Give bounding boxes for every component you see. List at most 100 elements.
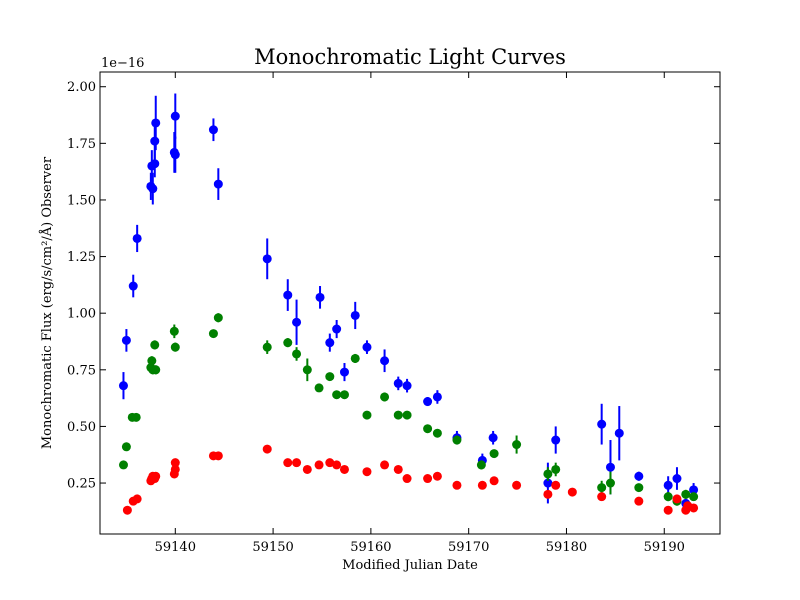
data-point xyxy=(314,460,324,470)
data-point xyxy=(121,335,131,345)
data-point xyxy=(597,483,607,493)
data-point xyxy=(452,480,462,490)
data-point xyxy=(151,365,161,375)
data-point xyxy=(402,474,412,484)
data-point xyxy=(170,111,180,121)
x-axis-label: Modified Julian Date xyxy=(342,558,478,573)
data-point xyxy=(663,492,673,502)
data-point xyxy=(634,483,644,493)
data-point xyxy=(283,458,293,468)
data-point xyxy=(393,410,403,420)
y-tick-label: 1.00 xyxy=(67,307,96,322)
data-point xyxy=(432,471,442,481)
data-point xyxy=(292,317,302,327)
data-point xyxy=(543,489,553,499)
data-point xyxy=(213,451,223,461)
data-point xyxy=(128,281,138,291)
data-point xyxy=(393,464,403,474)
data-point xyxy=(350,310,360,320)
data-point xyxy=(672,494,682,504)
data-point xyxy=(302,365,312,375)
data-point xyxy=(118,381,128,391)
data-point xyxy=(151,118,161,128)
chart-title: Monochromatic Light Curves xyxy=(254,45,566,69)
data-point xyxy=(543,469,553,479)
data-point xyxy=(283,290,293,300)
data-point xyxy=(489,476,499,486)
data-point xyxy=(325,372,335,382)
data-point xyxy=(339,464,349,474)
data-point xyxy=(362,467,372,477)
data-point xyxy=(432,392,442,402)
series-group-1 xyxy=(118,313,699,506)
data-point xyxy=(148,184,158,194)
data-point xyxy=(339,367,349,377)
data-point xyxy=(402,381,412,391)
data-point xyxy=(332,390,342,400)
data-point xyxy=(283,338,293,348)
data-point xyxy=(689,492,699,502)
data-point xyxy=(332,460,342,470)
data-point xyxy=(292,349,302,359)
data-point xyxy=(512,440,522,450)
data-point xyxy=(314,383,324,393)
data-point xyxy=(132,233,142,243)
series-group-2 xyxy=(122,444,699,515)
x-tick-label: 59170 xyxy=(448,540,489,555)
y-tick-label: 1.75 xyxy=(67,137,96,152)
data-point xyxy=(332,324,342,334)
data-point xyxy=(605,462,615,472)
data-point xyxy=(325,458,335,468)
data-point xyxy=(452,435,462,445)
data-point xyxy=(262,254,272,264)
y-tick-label: 0.50 xyxy=(67,420,96,435)
data-point xyxy=(605,478,615,488)
data-point xyxy=(213,179,223,189)
data-point xyxy=(325,338,335,348)
data-point xyxy=(634,496,644,506)
series-group-0 xyxy=(118,93,699,508)
data-point xyxy=(423,424,433,434)
data-point xyxy=(213,313,223,323)
data-point xyxy=(551,464,561,474)
data-point xyxy=(262,342,272,352)
data-point xyxy=(432,428,442,438)
data-point xyxy=(681,489,691,499)
data-point xyxy=(477,480,487,490)
data-point xyxy=(663,480,673,490)
data-point xyxy=(597,492,607,502)
data-point xyxy=(551,480,561,490)
data-point xyxy=(380,356,390,366)
y-tick-label: 1.50 xyxy=(67,193,96,208)
data-point xyxy=(122,505,132,515)
data-point xyxy=(292,458,302,468)
data-point xyxy=(512,480,522,490)
data-point xyxy=(551,435,561,445)
x-tick-label: 59140 xyxy=(155,540,196,555)
data-point xyxy=(170,464,180,474)
data-point xyxy=(634,471,644,481)
data-point xyxy=(689,485,699,495)
y-tick-label: 1.25 xyxy=(67,250,96,265)
tick-layer: 59140 59150 59160 59170 59180 59190 0.25 0.50 0.… xyxy=(67,72,720,555)
data-point xyxy=(402,410,412,420)
x-tick-label: 59190 xyxy=(644,540,685,555)
y-tick-label: 0.25 xyxy=(67,477,96,492)
data-point xyxy=(170,458,180,468)
y-axis-label: Monochromatic Flux (erg/s/cm²/Å) Observe… xyxy=(39,156,55,449)
data-point xyxy=(315,292,325,302)
data-point xyxy=(350,353,360,363)
data-point xyxy=(543,478,553,488)
data-point xyxy=(423,397,433,407)
data-point xyxy=(597,419,607,429)
data-point xyxy=(489,449,499,459)
data-point xyxy=(362,410,372,420)
data-point xyxy=(488,433,498,443)
data-point xyxy=(208,125,218,135)
data-point xyxy=(567,487,577,497)
data-point xyxy=(380,460,390,470)
data-point xyxy=(121,442,131,452)
data-point xyxy=(170,150,180,160)
data-point xyxy=(132,494,142,504)
